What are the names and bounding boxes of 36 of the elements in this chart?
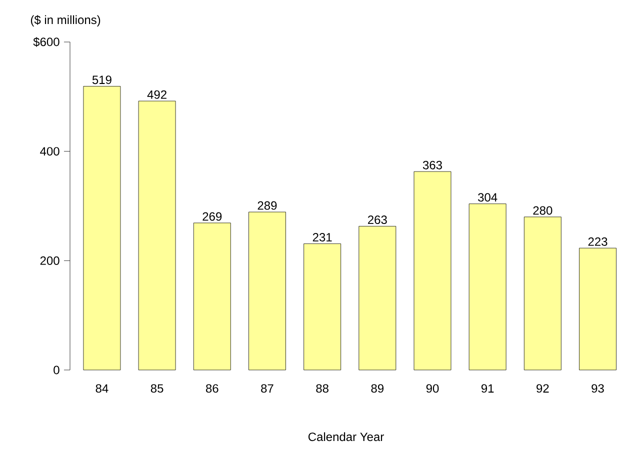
x-tick-label: 87 — [261, 384, 274, 393]
x-tick-label: 85 — [150, 384, 164, 393]
data-label: 280 — [533, 206, 552, 215]
bar — [83, 86, 121, 370]
x-tick-label: 93 — [592, 384, 604, 393]
data-label: 263 — [368, 216, 387, 224]
bar — [248, 212, 286, 370]
bar — [524, 216, 562, 370]
x-tick-label: 86 — [206, 384, 218, 393]
x-tick-label: 88 — [316, 384, 328, 393]
y-axis-title: ($ in millions) — [30, 15, 100, 26]
data-label: 492 — [147, 90, 166, 99]
data-label: 231 — [312, 233, 332, 242]
data-label: 289 — [258, 201, 277, 210]
bar — [579, 248, 616, 370]
data-label: 363 — [422, 160, 442, 170]
bar — [138, 100, 176, 370]
x-axis-title: Calendar Year — [308, 432, 384, 442]
bar — [193, 222, 231, 370]
data-label: 519 — [92, 76, 112, 84]
data-label: 304 — [478, 193, 498, 202]
x-tick-label: 84 — [96, 384, 108, 393]
x-tick-label: 89 — [371, 384, 384, 393]
bar — [414, 171, 452, 370]
bar — [468, 204, 506, 370]
x-tick-label: 92 — [536, 384, 549, 393]
x-tick-label: 90 — [426, 384, 439, 393]
bar — [304, 244, 342, 370]
x-tick-label: 91 — [481, 384, 494, 393]
data-label: 223 — [588, 237, 608, 246]
y-tick-label: $600 — [33, 37, 60, 47]
data-label: 269 — [202, 212, 222, 221]
y-tick-label: 400 — [40, 147, 60, 156]
y-tick-label: 200 — [40, 256, 60, 265]
y-tick-label: 0 — [54, 366, 60, 374]
bar — [358, 226, 396, 370]
